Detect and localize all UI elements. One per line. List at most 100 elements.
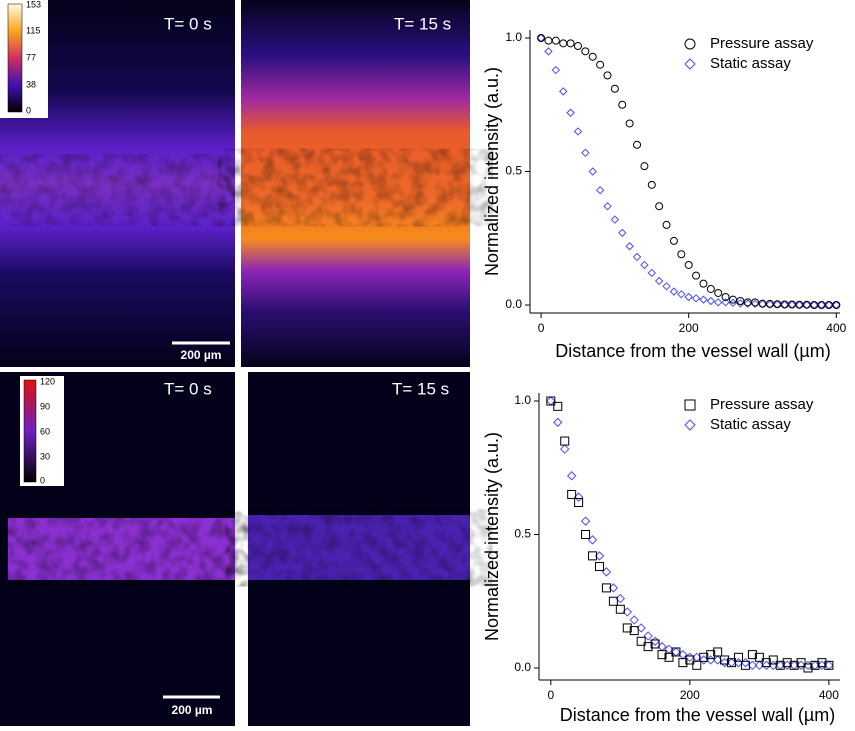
y-tick-label: 0.0 [514,660,531,674]
point [699,652,709,662]
point [727,658,737,668]
time-label: T= 15 s [394,14,451,33]
microscopy-bottom: T= 0 s T= 15 s 200 µm 120 90 60 30 0 [0,372,470,726]
point [588,551,598,561]
point [632,252,642,262]
point [743,299,752,308]
point [824,660,834,670]
point [643,631,653,641]
colorbar-tick: 115 [26,25,40,35]
legend-label: Pressure assay [710,35,814,52]
point [654,276,664,286]
point [622,623,632,633]
point [618,100,627,109]
point [669,236,678,245]
y-tick-label: 1.0 [514,393,531,407]
point [751,298,760,307]
point [581,47,590,56]
point [657,650,667,660]
x-axis-label: Distance from the vessel wall (µm) [560,705,835,725]
point [662,282,671,291]
colorbar-tick: 0 [40,475,45,485]
colorbar-tick: 90 [40,401,50,411]
x-tick-label: 400 [819,688,839,702]
point [692,660,702,670]
scale-label: 200 µm [181,348,222,362]
colorbar-tick: 30 [40,451,50,461]
time-label: T= 0 s [164,379,212,398]
point [596,60,605,69]
point [559,87,568,96]
point [551,36,560,45]
point [765,300,775,309]
y-axis-label: Normalized intensity (a.u.) [482,67,502,276]
x-tick-label: 200 [680,688,700,702]
point [706,296,716,306]
point [699,295,708,304]
point [553,417,563,428]
point [810,660,820,670]
point [551,65,561,75]
point [824,300,833,309]
point [560,436,570,446]
microscopy-top: T= 0 s T= 15 s 200 µm 153 115 77 38 0 [0,0,470,367]
point [721,292,730,301]
point [699,279,708,288]
point [647,268,656,278]
x-tick-label: 400 [826,321,846,335]
legend-marker [684,38,696,50]
point [740,660,750,670]
point [803,663,813,673]
x-tick-label: 200 [679,321,699,335]
point [633,140,642,149]
point [817,300,826,309]
colorbar-tick: 60 [40,426,50,436]
point [595,185,605,195]
y-tick-label: 0.0 [505,297,522,311]
point [603,202,612,211]
point [594,562,604,572]
point [546,396,556,406]
point [684,292,693,302]
legend-label: Pressure assay [710,396,814,413]
point [685,655,695,665]
texture [241,155,470,220]
point [802,300,811,309]
point [618,228,627,238]
colorbar [23,379,37,483]
point [714,288,723,297]
y-tick-label: 0.5 [514,527,531,541]
y-axis-label: Normalized intensity (a.u.) [482,432,502,641]
point [692,271,701,280]
point [773,300,782,309]
colorbar-tick: 0 [26,105,31,115]
point [608,596,618,606]
scale-label: 200 µm [172,703,213,717]
point [691,294,701,303]
point [544,47,553,56]
point [655,202,664,211]
point [780,300,789,309]
legend-label: Static assay [710,416,791,433]
point [706,650,716,660]
point [566,39,575,48]
point [629,626,639,636]
point [580,516,591,526]
legend-label: Static assay [710,55,791,72]
texture [8,518,235,580]
point [559,39,568,48]
point [817,658,827,668]
point [750,299,760,309]
colorbar-tick: 77 [26,52,36,62]
point [566,108,575,117]
point [664,652,674,662]
point [601,583,611,593]
point [747,650,757,660]
point [629,615,639,625]
x-axis-label: Distance from the vessel wall (µm) [555,341,830,361]
point [754,652,764,662]
point [581,148,590,158]
point [647,180,656,189]
colorbar-tick: 38 [26,79,36,89]
point [713,647,723,657]
